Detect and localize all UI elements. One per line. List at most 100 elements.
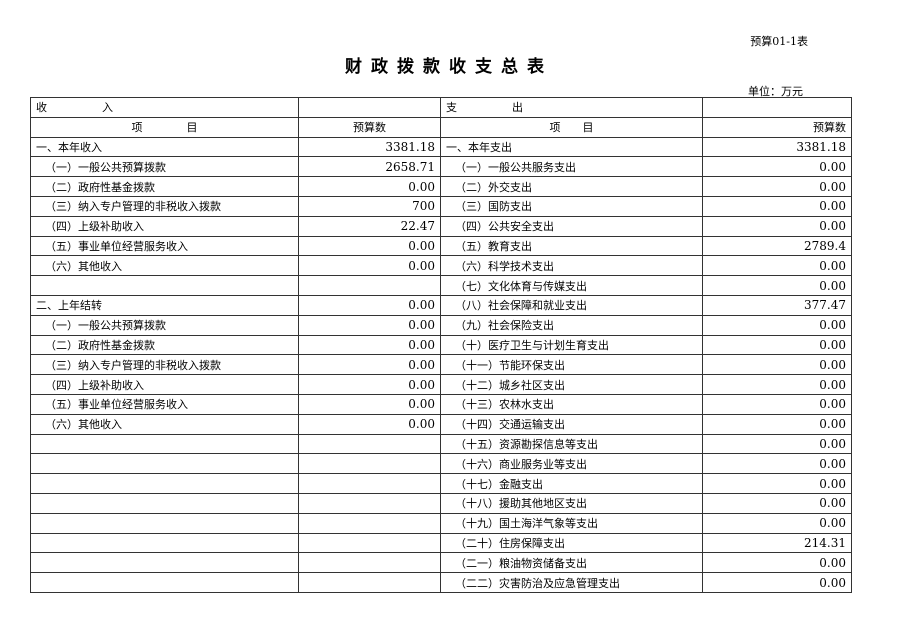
expense-value: 0.00	[702, 195, 852, 217]
expense-value: 0.00	[702, 314, 852, 336]
income-value	[298, 433, 441, 455]
expense-value: 2789.4	[702, 235, 852, 257]
expense-item: （五）教育支出	[440, 235, 703, 257]
income-item: （三）纳入专户管理的非税收入拨款	[30, 195, 299, 217]
page-title: 财政拨款收支总表	[345, 57, 553, 77]
income-item	[30, 552, 299, 574]
table-row: （二十）住房保障支出 214.31	[30, 532, 852, 554]
expense-item: （十三）农林水支出	[440, 393, 703, 415]
income-value: 22.47	[298, 215, 441, 237]
expense-item: 一、本年支出	[440, 136, 703, 158]
table-row: （五）事业单位经营服务收入 0.00 （十三）农林水支出 0.00	[30, 393, 852, 415]
income-item	[30, 492, 299, 514]
table-row: （二）政府性基金拨款 0.00 （十）医疗卫生与计划生育支出 0.00	[30, 334, 852, 356]
income-value: 2658.71	[298, 156, 441, 178]
income-item	[30, 473, 299, 494]
expense-item: （六）科学技术支出	[440, 255, 703, 277]
income-value	[298, 492, 441, 514]
income-value: 700	[298, 195, 441, 217]
table-row: 一、本年收入 3381.18 一、本年支出 3381.18	[30, 136, 852, 158]
table-row: （一）一般公共预算拨款 0.00 （九）社会保险支出 0.00	[30, 314, 852, 336]
income-item	[30, 453, 299, 475]
income-item	[30, 433, 299, 455]
income-item: （五）事业单位经营服务收入	[30, 393, 299, 415]
income-item	[30, 275, 299, 296]
table-row: （三）纳入专户管理的非税收入拨款 700 （三）国防支出 0.00	[30, 195, 852, 217]
expense-value: 0.00	[702, 215, 852, 237]
table-row: （十八）援助其他地区支出 0.00	[30, 492, 852, 514]
income-value: 0.00	[298, 255, 441, 277]
table-row: 二、上年结转 0.00 （八）社会保障和就业支出 377.47	[30, 294, 852, 316]
income-item	[30, 512, 299, 534]
table-row: （十六）商业服务业等支出 0.00	[30, 453, 852, 475]
unit-label: 单位：万元	[748, 85, 803, 98]
income-item: （二）政府性基金拨款	[30, 334, 299, 356]
table-row: （二二）灾害防治及应急管理支出 0.00	[30, 572, 852, 593]
income-value: 0.00	[298, 294, 441, 316]
income-item	[30, 532, 299, 554]
expense-value: 214.31	[702, 532, 852, 554]
expense-value: 0.00	[702, 473, 852, 494]
income-item: （四）上级补助收入	[30, 215, 299, 237]
income-value: 3381.18	[298, 136, 441, 158]
expense-value: 0.00	[702, 255, 852, 277]
income-item: （六）其他收入	[30, 255, 299, 277]
expense-budget-header: 预算数	[702, 116, 852, 138]
income-value: 0.00	[298, 235, 441, 257]
table-row: （二一）粮油物资储备支出 0.00	[30, 552, 852, 574]
table-row: （十九）国土海洋气象等支出 0.00	[30, 512, 852, 534]
income-value: 0.00	[298, 314, 441, 336]
expense-item: （十九）国土海洋气象等支出	[440, 512, 703, 534]
income-item: （一）一般公共预算拨款	[30, 314, 299, 336]
table-row: （七）文化体育与传媒支出 0.00	[30, 275, 852, 296]
expense-item: （十二）城乡社区支出	[440, 374, 703, 395]
income-value: 0.00	[298, 393, 441, 415]
expense-value: 0.00	[702, 552, 852, 574]
expense-item: （九）社会保险支出	[440, 314, 703, 336]
income-header: 收 入	[30, 97, 299, 118]
expense-item: （十六）商业服务业等支出	[440, 453, 703, 475]
income-item	[30, 572, 299, 593]
expense-value: 0.00	[702, 413, 852, 435]
expense-item: （十五）资源勘探信息等支出	[440, 433, 703, 455]
income-item: （一）一般公共预算拨款	[30, 156, 299, 178]
expense-value: 0.00	[702, 492, 852, 514]
budget-table: 收 入 支 出 项 目 预算数 项 目 预算数 一、本年收入 3381.18 一、本…	[30, 97, 852, 593]
income-item: （二）政府性基金拨款	[30, 176, 299, 197]
income-item: 一、本年收入	[30, 136, 299, 158]
expense-value: 0.00	[702, 275, 852, 296]
expense-item: （二）外交支出	[440, 176, 703, 197]
income-item: （六）其他收入	[30, 413, 299, 435]
income-value: 0.00	[298, 374, 441, 395]
expense-value: 0.00	[702, 393, 852, 415]
income-value: 0.00	[298, 354, 441, 376]
expense-item: （十四）交通运输支出	[440, 413, 703, 435]
table-row: （十七）金融支出 0.00	[30, 473, 852, 494]
expense-value: 377.47	[702, 294, 852, 316]
expense-item: （十一）节能环保支出	[440, 354, 703, 376]
income-item: （五）事业单位经营服务收入	[30, 235, 299, 257]
income-value	[298, 473, 441, 494]
income-value: 0.00	[298, 176, 441, 197]
expense-item-header: 项 目	[440, 116, 703, 138]
table-row: （五）事业单位经营服务收入 0.00 （五）教育支出 2789.4	[30, 235, 852, 257]
income-item: 二、上年结转	[30, 294, 299, 316]
table-row: （四）上级补助收入 22.47 （四）公共安全支出 0.00	[30, 215, 852, 237]
income-value: 0.00	[298, 334, 441, 356]
header-row-1: 收 入 支 出	[30, 97, 852, 118]
income-item: （三）纳入专户管理的非税收入拨款	[30, 354, 299, 376]
income-value	[298, 453, 441, 475]
expense-value: 0.00	[702, 572, 852, 593]
table-row: （六）其他收入 0.00 （六）科学技术支出 0.00	[30, 255, 852, 277]
expense-header: 支 出	[440, 97, 703, 118]
expense-value: 0.00	[702, 374, 852, 395]
expense-value: 0.00	[702, 453, 852, 475]
expense-item: （八）社会保障和就业支出	[440, 294, 703, 316]
table-row: （六）其他收入 0.00 （十四）交通运输支出 0.00	[30, 413, 852, 435]
income-value	[298, 512, 441, 534]
expense-item: （二十）住房保障支出	[440, 532, 703, 554]
expense-value: 0.00	[702, 156, 852, 178]
expense-value: 0.00	[702, 512, 852, 534]
table-row: （四）上级补助收入 0.00 （十二）城乡社区支出 0.00	[30, 374, 852, 395]
table-row: （三）纳入专户管理的非税收入拨款 0.00 （十一）节能环保支出 0.00	[30, 354, 852, 376]
